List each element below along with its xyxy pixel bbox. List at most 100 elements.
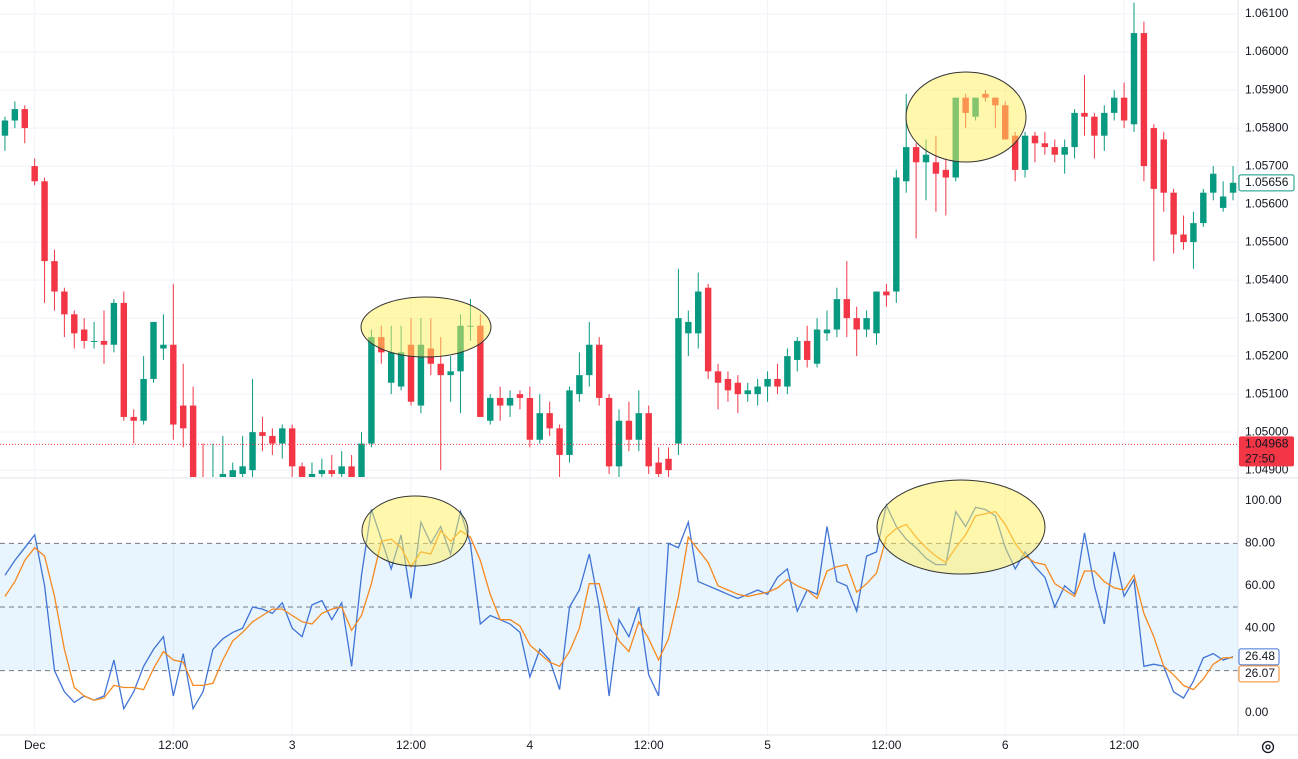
candle-body	[1021, 135, 1029, 170]
settings-ring	[1261, 740, 1275, 754]
candle-body	[655, 462, 662, 474]
candle-body	[110, 302, 118, 345]
candle-body	[902, 147, 910, 182]
candle-body	[645, 413, 652, 467]
candle-body	[358, 443, 365, 477]
candle-body	[516, 394, 524, 398]
candle-body	[1031, 135, 1039, 144]
value-tag-label: 26.07	[1245, 666, 1275, 680]
candle-body	[120, 302, 128, 417]
candle-body	[873, 291, 880, 334]
candle-body	[308, 473, 316, 477]
y-tick-label: 1.05100	[1245, 386, 1289, 400]
x-tick-label: 4	[527, 738, 534, 752]
candle-body	[71, 314, 78, 334]
candle-body	[160, 344, 167, 349]
candle-body	[150, 321, 157, 379]
y-tick-label: 40.00	[1245, 620, 1275, 634]
candle-body	[1170, 192, 1177, 235]
y-tick-label: 1.06000	[1245, 44, 1289, 58]
candle-body	[51, 261, 58, 292]
candle-body	[1091, 116, 1098, 136]
candle-body	[21, 109, 28, 129]
candle-body	[912, 147, 920, 163]
candle-body	[803, 340, 811, 360]
candle-body	[754, 386, 761, 395]
candle-body	[823, 329, 831, 334]
candle-body	[1190, 223, 1197, 243]
candle-body	[922, 154, 930, 163]
y-tick-label: 1.05000	[1245, 424, 1289, 438]
candle-body	[546, 413, 553, 429]
price-line-tag	[1239, 436, 1294, 467]
candle-body	[417, 344, 425, 406]
candle-body	[695, 291, 702, 334]
candle-body	[180, 405, 187, 429]
candle-body	[615, 420, 623, 467]
y-tick-label: 1.05900	[1245, 82, 1289, 96]
last-price-label: 1.05656	[1245, 175, 1289, 189]
candle-body	[605, 397, 613, 467]
y-tick-label: 1.05300	[1245, 310, 1289, 324]
candle-body	[1051, 147, 1058, 155]
candle-body	[794, 340, 801, 360]
candle-body	[1150, 128, 1158, 189]
candle-body	[31, 166, 38, 182]
x-tick-label: 12:00	[634, 738, 664, 752]
candle-body	[437, 363, 444, 376]
y-tick-label: 100.00	[1245, 493, 1282, 507]
candle-body	[1011, 135, 1019, 170]
candle-body	[1061, 147, 1068, 155]
candle-body	[932, 162, 940, 174]
candle-body	[219, 473, 227, 477]
candle-body	[744, 390, 751, 395]
y-tick-label: 1.05800	[1245, 120, 1289, 134]
candle-body	[189, 405, 197, 477]
candle-body	[863, 318, 870, 330]
x-tick-label: 12:00	[871, 738, 901, 752]
candle-body	[1229, 182, 1237, 193]
candle-body	[90, 340, 98, 342]
x-tick-label: 12:00	[396, 738, 426, 752]
x-tick-label: 3	[289, 738, 296, 752]
candle-body	[239, 466, 246, 474]
candle-body	[477, 325, 484, 417]
candle-body	[942, 169, 950, 178]
y-tick-label: 60.00	[1245, 578, 1275, 592]
candle-body	[1041, 143, 1049, 148]
candle-body	[1160, 139, 1167, 193]
value-tag	[1238, 665, 1280, 683]
candle-body	[784, 356, 791, 387]
candle-body	[853, 318, 860, 330]
y-tick-label: 1.05700	[1245, 158, 1289, 172]
candle-body	[1200, 192, 1207, 224]
candle-body	[279, 428, 286, 444]
candle-body	[1101, 112, 1108, 136]
candle-body	[487, 397, 494, 421]
y-tick-label: 1.05200	[1245, 348, 1289, 362]
candle-body	[387, 352, 395, 383]
candle-body	[41, 181, 48, 262]
candle-body	[833, 299, 841, 330]
candle-body	[210, 482, 216, 490]
candle-body	[1120, 97, 1128, 121]
candle-body	[883, 291, 890, 296]
stochastic-line	[4, 503, 1234, 711]
last-price-tag	[1238, 174, 1295, 192]
candle-body	[407, 344, 415, 402]
candle-body	[170, 344, 177, 425]
candle-body	[635, 413, 643, 440]
candle-body	[1219, 196, 1227, 208]
settings-icon[interactable]	[1261, 740, 1275, 754]
candle-body	[526, 397, 534, 440]
candle-body	[536, 413, 543, 440]
candle-body	[576, 375, 583, 395]
candle-body	[764, 378, 771, 387]
candle-body	[704, 287, 712, 372]
candle-body	[685, 321, 692, 334]
candle-body	[1210, 173, 1217, 193]
candle-body	[130, 416, 137, 421]
y-tick-label: 1.05600	[1245, 196, 1289, 210]
candle-body	[288, 428, 296, 467]
